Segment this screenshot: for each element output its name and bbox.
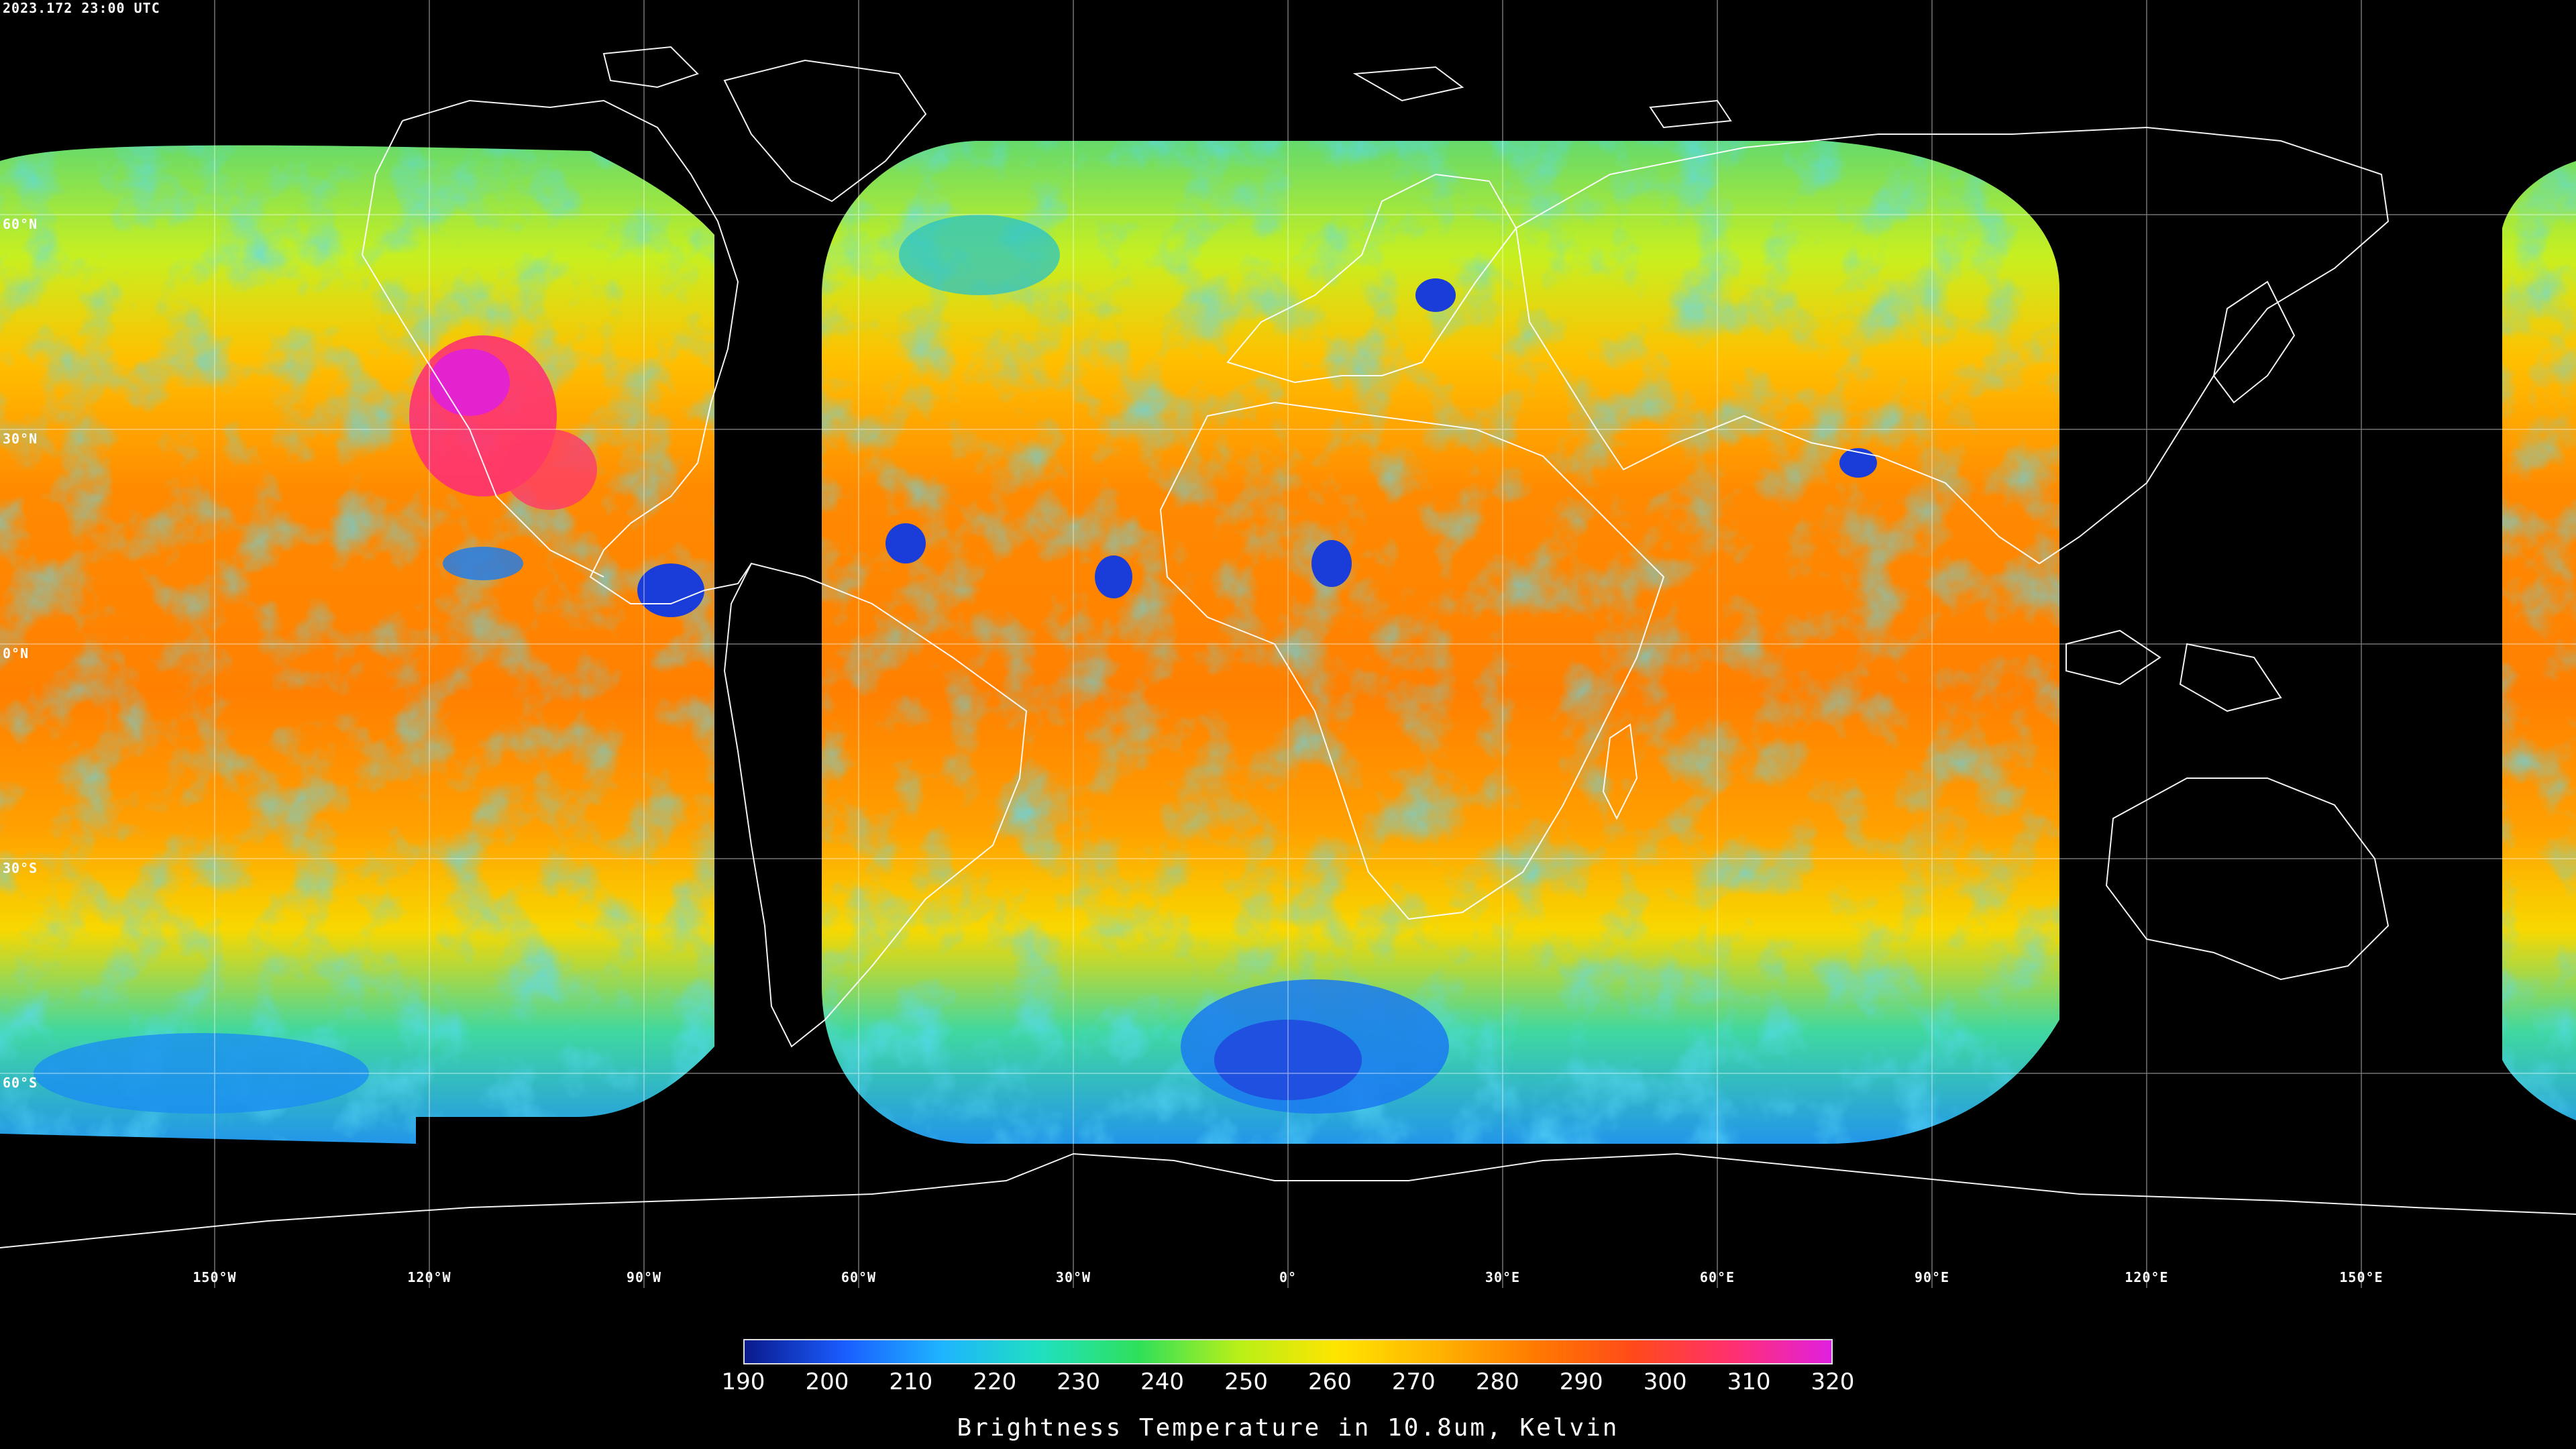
lat-label-2: 0°N (3, 645, 30, 661)
lon-label-1: 120°W (407, 1269, 451, 1285)
colorbar-tick-10: 290 (1559, 1368, 1603, 1395)
map-canvas (0, 0, 2576, 1288)
satellite-disk-east (2502, 161, 2576, 1120)
satellite-disk-west (0, 145, 714, 1144)
lat-label-0: 60°N (3, 216, 38, 232)
graticule (0, 0, 2576, 1288)
lon-label-6: 30°E (1485, 1269, 1521, 1285)
colorbar-tick-5: 240 (1140, 1368, 1185, 1395)
lat-label-3: 30°S (3, 860, 38, 876)
colorbar-tick-6: 250 (1224, 1368, 1268, 1395)
colorbar-tick-12: 310 (1727, 1368, 1771, 1395)
colorbar-tick-11: 300 (1643, 1368, 1687, 1395)
colorbar-tick-7: 260 (1308, 1368, 1352, 1395)
colorbar-tick-4: 230 (1057, 1368, 1101, 1395)
colorbar-tick-2: 210 (889, 1368, 933, 1395)
lon-label-7: 60°E (1699, 1269, 1735, 1285)
lon-label-2: 90°W (626, 1269, 662, 1285)
colorbar-tick-0: 190 (721, 1368, 765, 1395)
satellite-map: 2023.172 23:00 UTC 60°N 30°N 0°N 30°S 60°S 1… (0, 0, 2576, 1288)
lon-label-4: 30°W (1055, 1269, 1091, 1285)
colorbar-tick-13: 320 (1811, 1368, 1855, 1395)
lon-label-8: 90°E (1914, 1269, 1950, 1285)
colorbar-tick-8: 270 (1391, 1368, 1436, 1395)
lat-label-4: 60°S (3, 1075, 38, 1091)
lon-label-3: 60°W (841, 1269, 877, 1285)
coastlines (0, 46, 2576, 1248)
colorbar-tick-3: 220 (973, 1368, 1017, 1395)
lon-label-10: 150°E (2339, 1269, 2383, 1285)
timestamp-label: 2023.172 23:00 UTC (3, 0, 160, 16)
colorbar (743, 1339, 1833, 1364)
colorbar-title: Brightness Temperature in 10.8um, Kelvin (957, 1414, 1619, 1442)
satellite-disk-center (822, 141, 2059, 1144)
lon-label-0: 150°W (193, 1269, 237, 1285)
colorbar-tick-1: 200 (805, 1368, 849, 1395)
lat-label-1: 30°N (3, 431, 38, 447)
lon-label-9: 120°E (2125, 1269, 2169, 1285)
lon-label-5: 0° (1279, 1269, 1297, 1285)
colorbar-tick-9: 280 (1475, 1368, 1519, 1395)
